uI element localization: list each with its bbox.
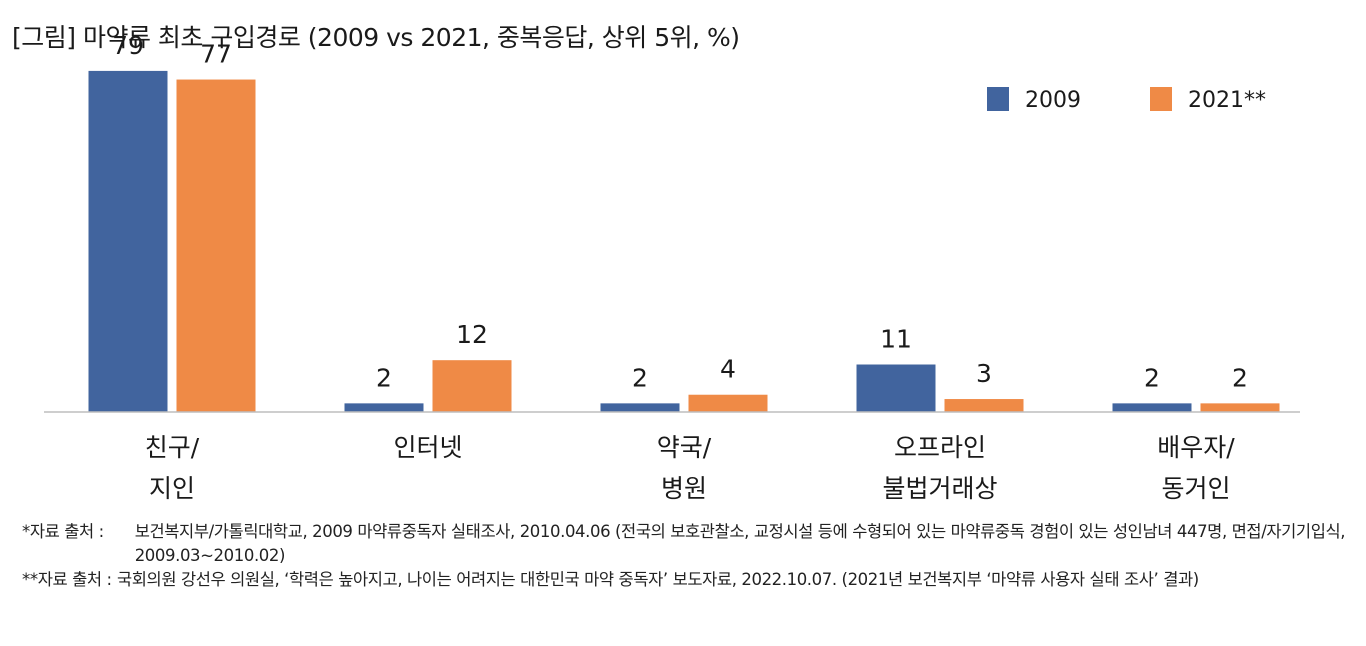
source-note-1-text: 보건복지부/가톨릭대학교, 2009 마약류중독자 실태조사, 2010.04.… <box>134 522 1346 565</box>
category-label: 약국/ <box>657 433 712 462</box>
bar-2021-1 <box>432 360 512 412</box>
bar-2009-4 <box>1112 403 1192 412</box>
bar-2021-3 <box>944 399 1024 412</box>
bar-2021-4 <box>1200 403 1280 412</box>
chart-title: [그림] 마약류 최초 구입경로 (2009 vs 2021, 중복응답, 상위… <box>12 23 740 52</box>
bar-2009-1 <box>344 403 424 412</box>
source-notes: *자료 출처 : 보건복지부/가톨릭대학교, 2009 마약류중독자 실태조사,… <box>22 520 1366 592</box>
bar-2009-3 <box>856 364 936 412</box>
value-label: 2 <box>1232 363 1248 392</box>
value-label: 2 <box>376 363 392 392</box>
bar-2009-2 <box>600 403 680 412</box>
source-note-1-prefix: *자료 출처 : <box>22 522 104 541</box>
value-label: 2 <box>1144 363 1160 392</box>
value-label: 3 <box>976 359 992 388</box>
value-label: 12 <box>456 320 488 349</box>
value-label: 79 <box>112 31 144 60</box>
legend-label-2009: 2009 <box>1025 88 1081 113</box>
bar-2021-2 <box>688 394 768 412</box>
source-note-2-text: 국회의원 강선우 의원실, ‘학력은 높아지고, 나이는 어려지는 대한민국 마… <box>117 570 1199 589</box>
category-label: 불법거래상 <box>882 474 997 503</box>
source-note-2: **자료 출처 : 국회의원 강선우 의원실, ‘학력은 높아지고, 나이는 어… <box>22 568 1366 592</box>
legend-swatch-2021 <box>1150 87 1172 111</box>
value-label: 4 <box>720 355 736 384</box>
category-label: 동거인 <box>1161 474 1230 503</box>
category-label: 병원 <box>661 474 707 503</box>
bar-2009-0 <box>88 70 168 412</box>
category-label: 인터넷 <box>393 433 462 462</box>
category-label: 지인 <box>149 474 195 503</box>
legend-swatch-2009 <box>987 87 1009 111</box>
value-label: 77 <box>200 40 232 69</box>
category-label: 배우자/ <box>1157 433 1235 462</box>
value-label: 2 <box>632 363 648 392</box>
source-note-1: *자료 출처 : 보건복지부/가톨릭대학교, 2009 마약류중독자 실태조사,… <box>22 520 1366 568</box>
bar-2021-0 <box>176 79 256 413</box>
legend-label-2021: 2021** <box>1188 88 1266 113</box>
source-note-2-prefix: **자료 출처 : <box>22 570 112 589</box>
value-label: 11 <box>880 325 912 354</box>
category-label: 오프라인 <box>894 433 986 462</box>
category-label: 친구/ <box>145 433 200 462</box>
